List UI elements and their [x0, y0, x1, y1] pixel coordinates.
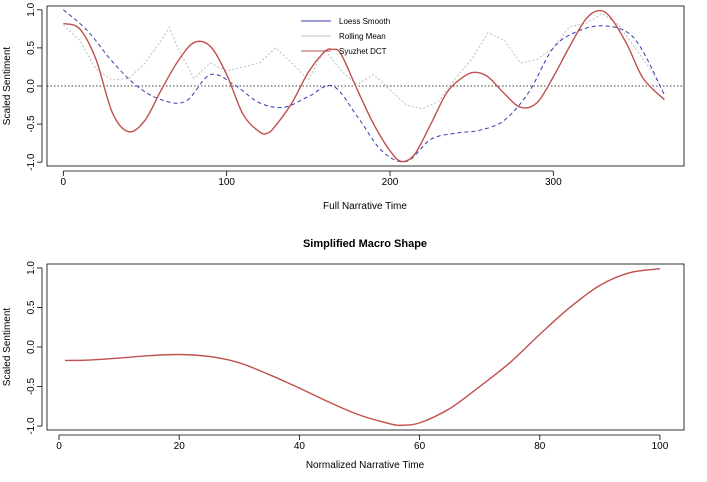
x-tick-label: 60 [414, 441, 426, 452]
y-tick-label: 0.0 [26, 79, 37, 93]
axes-layer: 0 20 40 60 80 100 -1.0 -0.5 0.0 0.5 1.0 [26, 261, 669, 452]
series-syuzhet-dct [63, 9, 665, 163]
x-axis-title: Normalized Narrative Time [306, 460, 425, 471]
x-tick-label: 80 [534, 441, 546, 452]
full-narrative-chart: 0 100 200 300 -1.0 -0.5 0.0 0.5 1.0 Loess Smooth… [2, 2, 685, 212]
axes-layer: 0 100 200 300 -1.0 -0.5 0.0 0.5 1.0 [26, 2, 562, 188]
series-rolling-mean [62, 13, 665, 110]
x-tick-label: 0 [56, 441, 62, 452]
x-axis-title: Full Narrative Time [323, 201, 407, 212]
series-loess-smooth [63, 9, 665, 163]
macro-shape-line [65, 268, 661, 427]
x-tick-label: 100 [218, 177, 235, 188]
plot-area-frame [46, 263, 685, 431]
legend-label-rolling: Rolling Mean [339, 32, 386, 41]
y-tick-label: 0.0 [26, 340, 37, 354]
y-axis-title: Scaled Sentiment [2, 308, 13, 387]
legend-label-dct: Syuzhet DCT [339, 47, 387, 56]
x-tick-label: 300 [545, 177, 562, 188]
y-tick-label: 1.0 [26, 2, 37, 16]
x-tick-label: 0 [61, 177, 67, 188]
y-tick-label: -0.5 [26, 377, 37, 395]
y-tick-label: 0.5 [26, 41, 37, 55]
x-tick-label: 20 [174, 441, 186, 452]
series-layer [65, 268, 661, 427]
x-tick-label: 100 [652, 441, 669, 452]
legend-label-loess: Loess Smooth [339, 17, 390, 26]
y-tick-label: -1.0 [26, 417, 37, 435]
y-tick-label: 1.0 [26, 261, 37, 275]
chart-legend: Loess Smooth Rolling Mean Syuzhet DCT [301, 17, 390, 56]
y-tick-label: 0.5 [26, 300, 37, 314]
y-axis-title: Scaled Sentiment [2, 47, 13, 126]
x-tick-label: 40 [294, 441, 306, 452]
x-tick-label: 200 [382, 177, 399, 188]
series-layer [47, 9, 684, 163]
y-tick-label: -0.5 [26, 115, 37, 133]
chart-title: Simplified Macro Shape [303, 238, 427, 250]
y-tick-label: -1.0 [26, 153, 37, 171]
macro-shape-chart: Simplified Macro Shape 0 20 40 60 80 100 -1.0 -… [2, 238, 685, 471]
